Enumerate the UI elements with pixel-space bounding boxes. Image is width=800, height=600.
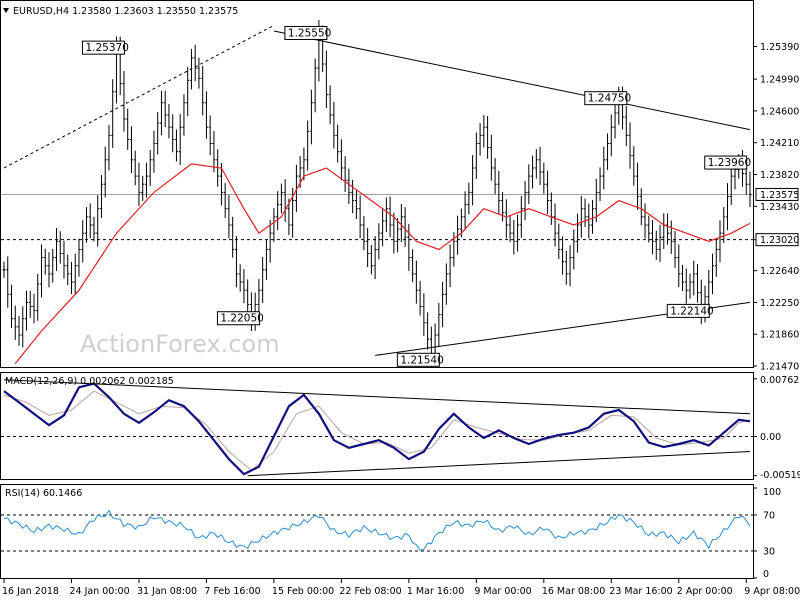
x-tick-label: 1 Mar 16:00 — [407, 586, 464, 597]
price-annotation-box — [666, 303, 710, 318]
macd-tick-label: 0.007627 — [760, 375, 800, 386]
macd-tick-label: -0.005196 — [760, 470, 800, 481]
y-tick-label: 1.24210 — [760, 138, 799, 149]
x-tick-label: 9 Apr 08:00 — [744, 586, 800, 597]
macd-trendline — [3, 379, 751, 415]
trendline — [3, 24, 275, 169]
x-tick-label: 24 Jan 00:00 — [69, 586, 129, 597]
y-tick-label: 1.25390 — [760, 42, 799, 53]
rsi-line — [3, 509, 751, 551]
y-tick-label: 1.22250 — [760, 298, 799, 309]
macd-tick-label: 0.00 — [760, 432, 781, 443]
x-tick-label: 15 Feb 00:00 — [272, 586, 334, 597]
watermark: ActionForex.com — [80, 330, 280, 358]
y-tick-label: 1.24600 — [760, 106, 799, 117]
price-annotation-label: 1.24750 — [588, 93, 631, 105]
price-annotation-label: 1.22050 — [220, 313, 263, 325]
price-annotation-label: 1.23960 — [708, 157, 751, 169]
support-price-label: 1.23020 — [760, 235, 799, 246]
y-tick-label: 1.23430 — [760, 202, 799, 213]
price-annotation-box — [216, 311, 260, 326]
macd-signal-line — [3, 390, 751, 472]
rsi-layer — [1, 509, 753, 552]
macd-layer — [1, 379, 753, 477]
price-header: EURUSD,H4 1.23580 1.23603 1.23550 1.2357… — [13, 6, 238, 17]
y-tick-label: 1.21470 — [760, 362, 799, 373]
rsi-header: RSI(14) 60.1466 — [5, 488, 82, 499]
price-annotation-box — [396, 352, 440, 367]
x-tick-label: 2 Apr 00:00 — [677, 586, 733, 597]
macd-header: MACD(12,26,9) 0.002062 0.002185 — [5, 376, 174, 387]
x-tick-label: 16 Jan 2018 — [2, 586, 59, 597]
price-annotation-box — [704, 155, 748, 170]
dropdown-triangle-icon[interactable] — [3, 8, 9, 13]
support-price-label-box — [755, 233, 799, 247]
rsi-tick-label: 100 — [763, 487, 781, 498]
rsi-tick-label: 70 — [763, 511, 775, 522]
x-tick-label: 7 Feb 16:00 — [204, 586, 260, 597]
price-annotation-box — [81, 40, 125, 55]
x-tick-label: 9 Mar 00:00 — [474, 586, 531, 597]
macd-trendline — [247, 451, 751, 477]
rsi-tick-label: 30 — [763, 547, 775, 558]
x-tick-label: 23 Mar 16:00 — [609, 586, 672, 597]
price-annotation-box — [584, 91, 628, 106]
price-annotation-label: 1.25550 — [288, 27, 331, 39]
price-annotation-label: 1.21540 — [400, 354, 443, 366]
x-tick-label: 22 Feb 08:00 — [339, 586, 401, 597]
rsi-tick-label: 0 — [763, 569, 769, 580]
x-tick-label: 31 Jan 08:00 — [137, 586, 197, 597]
price-layer: 1.25370 1.25550 1.24750 1.23960 1.22050 1.221… — [1, 20, 753, 368]
macd-panel — [0, 372, 754, 480]
y-tick-label: 1.23820 — [760, 170, 799, 181]
price-annotation-label: 1.25370 — [85, 42, 128, 54]
current-price-label-box — [755, 187, 799, 201]
macd-line — [3, 382, 751, 476]
y-tick-label: 1.22640 — [760, 266, 799, 277]
y-tick-label: 1.24990 — [760, 75, 799, 86]
axis-layer: 1.25390 1.24990 1.24600 1.24210 1.23820 1.234… — [2, 42, 800, 597]
y-tick-label: 1.21860 — [760, 330, 799, 341]
price-panel — [0, 0, 754, 368]
price-annotation-label: 1.22140 — [670, 305, 713, 317]
price-annotation-box — [284, 25, 328, 40]
trendline — [273, 30, 751, 131]
current-price-label: 1.23575 — [760, 190, 799, 201]
moving-average-line — [14, 163, 751, 364]
x-tick-label: 16 Mar 08:00 — [542, 586, 605, 597]
